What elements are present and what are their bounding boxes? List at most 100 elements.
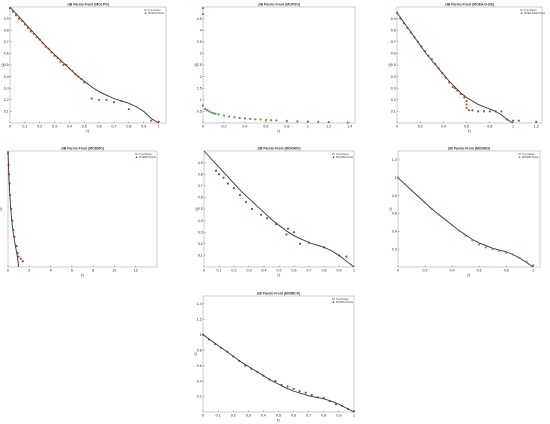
y-tick-label: 0.3	[4, 86, 9, 90]
plot-frame	[7, 150, 158, 268]
y-tick-label: 0.2	[392, 247, 397, 251]
data-point	[352, 410, 356, 413]
data-point	[238, 116, 241, 119]
data-point	[50, 51, 53, 54]
data-point	[322, 396, 325, 400]
x-tick-label: 0.2	[221, 125, 226, 129]
x-tick-label: 0.4	[261, 414, 266, 418]
x-tick-label: 1.2	[534, 125, 539, 129]
x-tick-label: 0.4	[441, 125, 446, 129]
x-tick-label: 0	[202, 414, 204, 418]
x-tick-label: 0.2	[418, 125, 423, 129]
y-tick-label: 0.9	[198, 161, 203, 165]
true-pareto-curve	[203, 150, 355, 268]
x-tick-label: 0.8	[487, 125, 492, 129]
data-point	[334, 403, 337, 406]
data-point	[280, 383, 283, 387]
data-point	[259, 213, 263, 216]
legend-label: True Pareto	[336, 153, 349, 156]
data-point	[26, 26, 29, 29]
legend-label: MOSMO Points	[522, 156, 539, 159]
data-point	[201, 104, 205, 107]
y-tick-label: 4	[200, 28, 202, 32]
y-axis-label: f2	[1, 63, 5, 66]
chart-panel: zIB Pareto Front (MOGWO) 0 0.1 0.2 0.3 0.4 0.5…	[195, 147, 355, 278]
x-tick-label: 8	[92, 269, 94, 273]
data-point	[7, 173, 11, 176]
data-point	[6, 152, 10, 155]
x-axis-label: f1	[277, 419, 280, 423]
data-point	[244, 364, 247, 367]
x-tick-label: 0.8	[322, 269, 327, 273]
data-point	[12, 228, 15, 231]
data-point	[444, 76, 447, 79]
x-tick-label: 0.2	[232, 269, 237, 273]
chart-title: zIB Pareto Front (MOSMO)	[448, 147, 491, 151]
y-tick-label: 0.3	[198, 230, 203, 234]
data-point	[127, 107, 130, 111]
x-tick-label: 0.8	[321, 414, 326, 418]
x-tick-label: 0.4	[67, 125, 72, 129]
data-point	[17, 17, 21, 20]
data-point	[254, 118, 257, 121]
data-point	[488, 110, 491, 113]
data-point	[403, 182, 406, 186]
y-tick-label: 0.6	[198, 196, 203, 200]
y-tick-label: 1.4	[197, 302, 202, 306]
y-tick-label: 3.5	[197, 40, 202, 44]
data-point	[491, 248, 494, 251]
x-tick-label: 0.1	[216, 414, 221, 418]
data-point	[396, 176, 400, 179]
x-tick-label: 6	[71, 269, 73, 273]
y-tick-label: 0.6	[391, 52, 396, 56]
data-point	[226, 182, 230, 185]
data-point	[220, 346, 223, 349]
data-point	[11, 219, 14, 222]
data-point	[427, 54, 430, 57]
y-tick-label: 0.2	[391, 98, 396, 102]
legend-label: True Pareto	[148, 9, 161, 12]
y-tick-label: 0.2	[198, 242, 203, 246]
data-point	[11, 10, 15, 13]
x-tick-label: 0.5	[277, 269, 282, 273]
legend-label: True Pareto	[522, 153, 535, 156]
chart-panel: zIB Pareto Front (MOMICA) 0 0.1 0.2 0.3 0.4 0.…	[194, 292, 356, 423]
y-tick-label: 0.6	[392, 212, 397, 216]
data-point	[256, 370, 259, 373]
y-tick-label: 0.9	[4, 17, 9, 21]
data-point	[105, 98, 108, 101]
data-point	[16, 251, 19, 255]
data-point	[525, 260, 528, 263]
plot-frame	[9, 6, 167, 124]
data-point	[10, 207, 13, 211]
y-axis-label: f2	[195, 207, 199, 210]
data-point	[298, 390, 301, 393]
data-point	[238, 359, 241, 363]
x-axis-label: f1	[467, 274, 470, 278]
data-point	[207, 338, 211, 341]
data-point	[222, 114, 226, 117]
data-point	[464, 234, 467, 237]
y-tick-label: 3	[200, 52, 202, 56]
data-point	[204, 107, 207, 111]
y-tick-label: 0.7	[391, 40, 396, 44]
data-point	[270, 119, 273, 122]
x-tick-label: 0	[396, 125, 398, 129]
x-tick-label: 0.6	[263, 125, 268, 129]
y-tick-label: 0.5	[4, 63, 9, 67]
y-tick-label: 0.1	[391, 110, 396, 114]
x-tick-label: 0	[397, 269, 399, 273]
data-point	[44, 45, 47, 48]
y-tick-label: 0.6	[197, 364, 202, 368]
y-axis-label: f2	[388, 63, 392, 66]
y-axis-label: f2	[194, 63, 198, 66]
data-point	[518, 256, 521, 260]
data-point	[80, 77, 83, 81]
data-point	[482, 110, 486, 113]
legend-point-marker	[518, 156, 521, 158]
data-point	[465, 103, 468, 106]
x-tick-label: 12	[134, 269, 138, 273]
